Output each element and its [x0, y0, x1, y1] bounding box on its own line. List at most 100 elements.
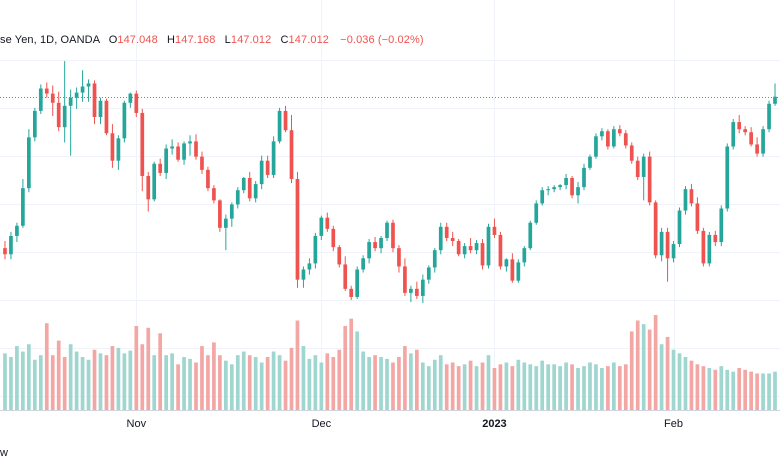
candle [295, 171, 300, 288]
volume-bar [122, 353, 127, 410]
candle [426, 265, 431, 284]
candle-body [534, 203, 539, 223]
candle-body [641, 156, 646, 177]
candle-body [486, 226, 491, 266]
candle [9, 231, 13, 260]
candle [528, 220, 533, 251]
candle [253, 181, 258, 203]
candle-body [247, 178, 252, 199]
volume-bar [534, 366, 539, 410]
candle [743, 126, 748, 136]
volume-bar [683, 357, 688, 410]
candle-body [229, 204, 234, 219]
volume-bar [62, 357, 67, 410]
volume-bar [635, 320, 640, 410]
close-label: C [280, 34, 289, 46]
candle-body [110, 133, 115, 161]
volume-bar [224, 360, 228, 410]
volume-bars [3, 315, 777, 411]
volume-bar [152, 355, 157, 410]
candle-body [295, 179, 300, 280]
volume-bar [713, 369, 718, 410]
candle [522, 246, 527, 267]
volume-bar [21, 351, 25, 410]
candle [176, 142, 180, 162]
candle [74, 87, 79, 109]
volume-bar [229, 364, 234, 410]
candle-body [379, 237, 383, 249]
volume-bar [623, 364, 628, 410]
candle-body [253, 184, 258, 199]
volume-bar [432, 359, 437, 410]
volume-bar [164, 355, 168, 410]
volume-bar [450, 362, 455, 410]
volume-bar [409, 353, 413, 410]
candle [277, 107, 282, 144]
candle-body [432, 250, 437, 268]
candle [68, 89, 73, 156]
candle-body [44, 88, 49, 94]
candle [415, 281, 419, 299]
volume-bar [403, 346, 407, 410]
candle [755, 137, 759, 157]
candle-body [140, 112, 145, 176]
volume-bar [600, 367, 604, 410]
volume-bar [104, 355, 109, 410]
candle-body [27, 137, 31, 189]
volume-bar [761, 373, 765, 410]
candle [3, 241, 7, 260]
candle [606, 129, 610, 150]
volume-bar [295, 320, 300, 410]
candle [92, 80, 97, 125]
candle [761, 126, 765, 157]
candle-body [218, 200, 222, 228]
volume-bar [206, 355, 210, 410]
candle-body [576, 187, 580, 196]
candle-body [492, 226, 497, 235]
candle [170, 139, 174, 155]
ohlc-legend: se Yen, 1D, OANDA O147.048 H147.168 L147… [0, 34, 424, 46]
volume-bar [689, 360, 694, 410]
candle [349, 285, 354, 300]
candle-body [337, 247, 342, 265]
volume-bar [510, 366, 515, 410]
candle [653, 200, 658, 259]
volume-bar [773, 371, 777, 410]
candle-body [498, 234, 503, 267]
candle-body [283, 110, 288, 131]
candle-body [62, 105, 67, 128]
candle-body [152, 163, 157, 200]
volume-bar [617, 366, 622, 410]
volume-bar [182, 357, 186, 410]
candle-body [677, 210, 682, 245]
candle [206, 166, 210, 192]
candle [588, 154, 592, 170]
candle [707, 231, 712, 267]
candle [104, 98, 109, 136]
volume-bar [629, 331, 634, 410]
volume-bar [647, 329, 652, 410]
candle-body [474, 243, 479, 251]
volume-bar [27, 344, 31, 410]
candle [15, 222, 19, 243]
volume-bar [480, 362, 485, 410]
volume-bar [468, 360, 473, 410]
candle-body [21, 188, 25, 226]
candle [492, 218, 497, 238]
candle-body [194, 141, 198, 157]
candle-body [307, 263, 312, 270]
candle-body [707, 234, 712, 264]
candle [397, 245, 401, 273]
candle [391, 219, 395, 253]
candle [21, 179, 25, 228]
volume-bar [325, 353, 330, 410]
candle-body [403, 266, 407, 293]
candle-body [564, 178, 568, 186]
candle [474, 240, 479, 255]
volume-bar [140, 344, 145, 410]
candle [361, 255, 365, 273]
candle-body [9, 235, 13, 255]
volume-bar [259, 362, 264, 410]
volume-bar [98, 353, 103, 410]
